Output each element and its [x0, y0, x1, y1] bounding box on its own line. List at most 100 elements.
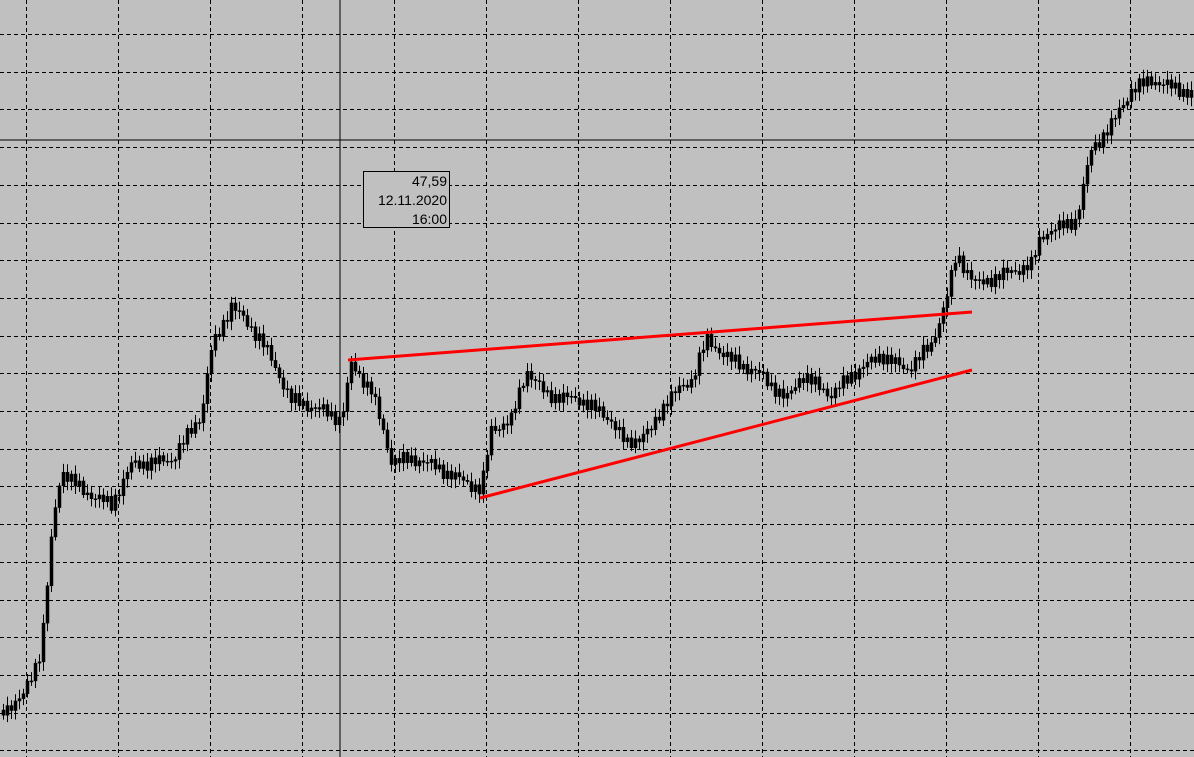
candle-body: [357, 370, 362, 374]
candle-body: [225, 319, 230, 322]
candle-body: [1113, 117, 1118, 120]
candles: [1, 69, 1194, 723]
candle-body: [245, 315, 250, 327]
candle-body: [441, 464, 446, 479]
candle-body: [385, 429, 390, 449]
candle-body: [809, 373, 814, 385]
candle-body: [569, 395, 574, 398]
candle-body: [805, 373, 810, 383]
candle-body: [993, 274, 998, 288]
candle-body: [1149, 76, 1154, 86]
candle-body: [469, 481, 474, 492]
candle-body: [1025, 265, 1030, 271]
candle-body: [933, 337, 938, 343]
candle-body: [581, 399, 586, 406]
candle-body: [1161, 84, 1166, 87]
candle-body: [193, 422, 198, 434]
candle-body: [721, 352, 726, 358]
candle-body: [889, 354, 894, 364]
candle-body: [989, 277, 994, 288]
candle-body: [177, 443, 182, 460]
candle-body: [749, 368, 754, 375]
candle-body: [173, 459, 178, 462]
candle-body: [473, 484, 478, 492]
candle-body: [229, 302, 234, 322]
candle-body: [1065, 219, 1070, 229]
candle-body: [781, 388, 786, 399]
candle-body: [329, 411, 334, 417]
candle-body: [285, 388, 290, 391]
candle-body: [557, 394, 562, 403]
candle-body: [893, 357, 898, 364]
candle-body: [1, 709, 6, 716]
candle-body: [681, 384, 686, 387]
tooltip-time: 16:00: [412, 211, 447, 227]
candle-body: [593, 399, 598, 412]
candle-body: [977, 279, 982, 281]
candle-body: [753, 368, 758, 371]
candle-body: [553, 394, 558, 404]
candle-body: [1045, 234, 1050, 240]
candle-body: [1057, 220, 1062, 231]
candle-body: [897, 357, 902, 366]
candle-body: [277, 367, 282, 379]
candle-body: [409, 455, 414, 463]
candle-body: [985, 277, 990, 285]
candle-body: [477, 484, 482, 495]
candle-body: [513, 408, 518, 414]
candle-body: [121, 478, 126, 496]
candle-body: [525, 371, 530, 387]
candle-body: [297, 393, 302, 407]
candle-body: [73, 473, 78, 487]
candle-body: [101, 494, 106, 503]
candle-body: [633, 438, 638, 448]
candle-body: [541, 381, 546, 393]
candle-body: [289, 388, 294, 403]
candle-body: [309, 407, 314, 412]
candle-body: [69, 473, 74, 482]
candle-body: [673, 391, 678, 394]
candle-body: [205, 373, 210, 404]
candle-body: [961, 255, 966, 274]
candle-body: [693, 375, 698, 380]
candle-body: [837, 387, 842, 390]
candle-body: [393, 458, 398, 465]
resistance-trendline: [347, 310, 973, 362]
candle-body: [901, 364, 906, 370]
candle-body: [861, 366, 866, 369]
candle-body: [113, 494, 118, 511]
candle-body: [853, 372, 858, 380]
candle-body: [41, 622, 46, 663]
candle-body: [1137, 78, 1142, 93]
candle-body: [533, 379, 538, 381]
candle-body: [821, 388, 826, 391]
candle-body: [129, 462, 134, 473]
candle-body: [373, 393, 378, 398]
candle-body: [1173, 82, 1178, 89]
candle-body: [273, 360, 278, 369]
candle-body: [45, 585, 50, 624]
candle-body: [945, 296, 950, 308]
candle-body: [545, 390, 550, 393]
candle-body: [501, 423, 506, 430]
candle-body: [797, 378, 802, 388]
candle-body: [629, 437, 634, 448]
candle-body: [105, 496, 110, 503]
candle-body: [1089, 149, 1094, 166]
candle-body: [577, 397, 582, 406]
candle-body: [649, 428, 654, 431]
candle-body: [665, 403, 670, 407]
candle-body: [845, 375, 850, 384]
candle-body: [333, 411, 338, 426]
candle-body: [717, 347, 722, 354]
candle-body: [349, 361, 354, 384]
candle-body: [313, 407, 318, 409]
candle-body: [1037, 236, 1042, 256]
candle-body: [801, 378, 806, 383]
candle-body: [637, 438, 642, 443]
candle-body: [37, 661, 42, 664]
candle-body: [1129, 88, 1134, 102]
candle-body: [761, 371, 766, 374]
